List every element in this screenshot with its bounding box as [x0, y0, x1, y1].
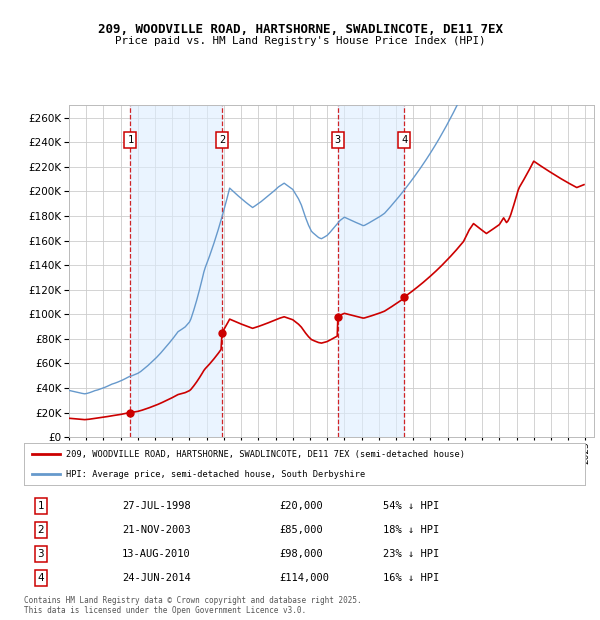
Text: 24-JUN-2014: 24-JUN-2014: [122, 573, 191, 583]
Text: 1: 1: [38, 501, 44, 511]
Text: £20,000: £20,000: [279, 501, 323, 511]
Bar: [338, 105, 404, 437]
Text: 2: 2: [219, 135, 225, 145]
Text: 209, WOODVILLE ROAD, HARTSHORNE, SWADLINCOTE, DE11 7EX: 209, WOODVILLE ROAD, HARTSHORNE, SWADLIN…: [97, 23, 503, 36]
Text: 16% ↓ HPI: 16% ↓ HPI: [383, 573, 439, 583]
Text: 209, WOODVILLE ROAD, HARTSHORNE, SWADLINCOTE, DE11 7EX (semi-detached house): 209, WOODVILLE ROAD, HARTSHORNE, SWADLIN…: [66, 450, 465, 459]
Text: 23% ↓ HPI: 23% ↓ HPI: [383, 549, 439, 559]
Text: £85,000: £85,000: [279, 525, 323, 535]
Bar: [130, 105, 222, 437]
Text: Price paid vs. HM Land Registry's House Price Index (HPI): Price paid vs. HM Land Registry's House …: [115, 36, 485, 46]
Text: 1: 1: [127, 135, 134, 145]
Text: 3: 3: [335, 135, 341, 145]
Text: 2: 2: [38, 525, 44, 535]
Text: 4: 4: [38, 573, 44, 583]
Text: 3: 3: [38, 549, 44, 559]
Text: This data is licensed under the Open Government Licence v3.0.: This data is licensed under the Open Gov…: [24, 606, 306, 616]
Text: Contains HM Land Registry data © Crown copyright and database right 2025.: Contains HM Land Registry data © Crown c…: [24, 596, 362, 606]
Text: 21-NOV-2003: 21-NOV-2003: [122, 525, 191, 535]
Text: 4: 4: [401, 135, 407, 145]
Text: 27-JUL-1998: 27-JUL-1998: [122, 501, 191, 511]
Text: 54% ↓ HPI: 54% ↓ HPI: [383, 501, 439, 511]
Text: 13-AUG-2010: 13-AUG-2010: [122, 549, 191, 559]
Text: £98,000: £98,000: [279, 549, 323, 559]
Text: £114,000: £114,000: [279, 573, 329, 583]
Text: HPI: Average price, semi-detached house, South Derbyshire: HPI: Average price, semi-detached house,…: [66, 470, 365, 479]
Text: 18% ↓ HPI: 18% ↓ HPI: [383, 525, 439, 535]
